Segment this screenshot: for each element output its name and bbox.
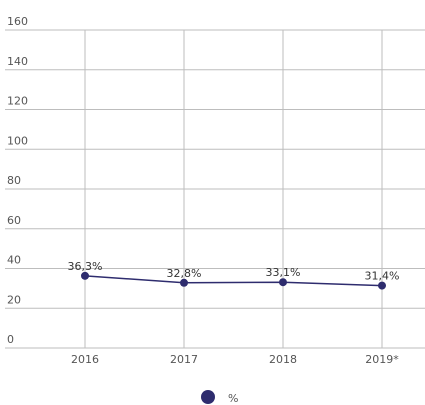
y-tick-label: 80 (7, 174, 21, 187)
data-label: 36,3% (68, 260, 103, 273)
legend-marker (201, 390, 215, 404)
y-tick-label: 40 (7, 254, 21, 267)
y-tick-label: 60 (7, 214, 21, 227)
y-tick-label: 100 (7, 134, 28, 147)
y-tick-label: 0 (7, 333, 14, 346)
data-point (279, 278, 287, 287)
data-point (180, 278, 188, 287)
y-tick-label: 140 (7, 55, 28, 68)
data-point (81, 271, 89, 280)
x-tick-label: 2016 (71, 353, 99, 366)
x-tick-label: 2019* (365, 353, 399, 366)
y-tick-label: 120 (7, 95, 28, 108)
x-tick-label: 2018 (269, 353, 297, 366)
data-point (378, 281, 386, 290)
legend-label: % (228, 392, 238, 405)
data-label: 32,8% (167, 267, 202, 280)
series-line (84, 275, 383, 287)
y-tick-label: 160 (7, 15, 28, 28)
data-label: 33,1% (266, 266, 301, 279)
x-tick-label: 2017 (170, 353, 198, 366)
data-label: 31,4% (365, 270, 400, 283)
y-tick-label: 20 (7, 293, 21, 306)
